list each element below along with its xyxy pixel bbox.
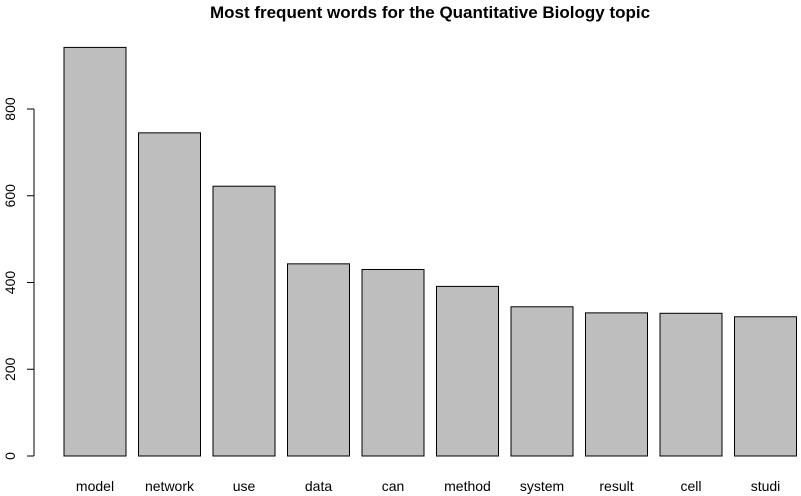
bar-can <box>361 268 425 457</box>
x-tick-label: use <box>233 478 256 494</box>
x-tick-label: system <box>520 478 564 494</box>
bar-cell <box>659 312 723 457</box>
x-tick-label: model <box>76 478 114 494</box>
bar-model <box>63 46 127 457</box>
bar-studi <box>734 316 797 457</box>
bars <box>63 46 797 457</box>
y-axis: 0 200 400 600 800 <box>2 97 35 460</box>
y-tick-label: 800 <box>2 97 18 121</box>
bar-network <box>138 132 201 457</box>
bar-use <box>212 185 276 457</box>
y-tick-label: 600 <box>2 184 18 208</box>
chart-title: Most frequent words for the Quantitative… <box>210 3 650 22</box>
y-tick-label: 200 <box>2 357 18 381</box>
y-tick-label: 0 <box>2 452 18 460</box>
bar-data <box>287 263 350 457</box>
bar-system <box>510 306 574 457</box>
x-tick-label: result <box>599 478 633 494</box>
x-tick-label: studi <box>751 478 781 494</box>
x-tick-label: data <box>305 478 332 494</box>
x-tick-label: cell <box>680 478 701 494</box>
x-tick-label: method <box>444 478 491 494</box>
bar-result <box>585 312 648 457</box>
x-axis-labels: model network use data can method system result… <box>76 478 780 494</box>
bar-method <box>436 285 499 457</box>
y-tick-label: 400 <box>2 271 18 295</box>
x-tick-label: network <box>145 478 195 494</box>
x-tick-label: can <box>382 478 405 494</box>
